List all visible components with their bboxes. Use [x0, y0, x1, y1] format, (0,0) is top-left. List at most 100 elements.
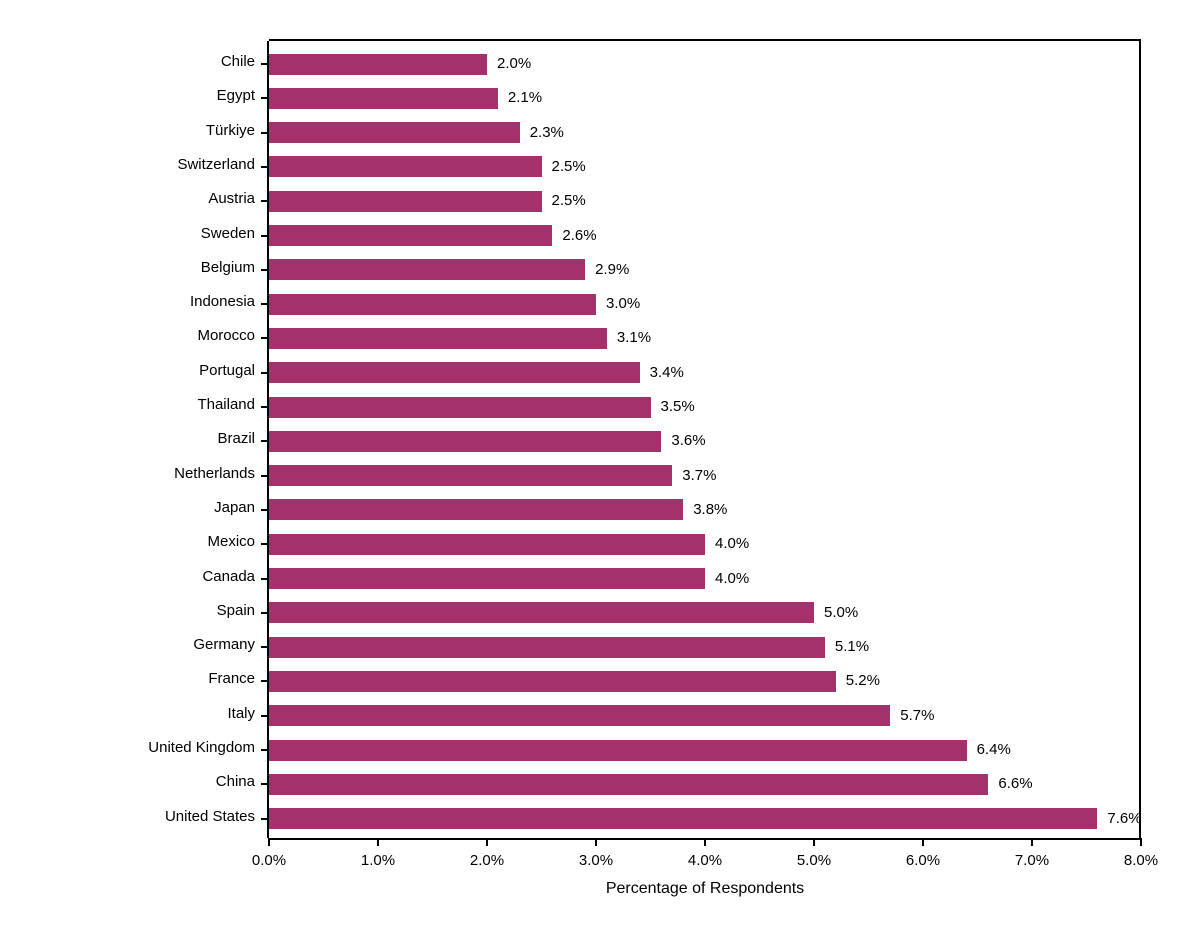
y-tick — [261, 63, 269, 65]
bar — [269, 705, 890, 726]
y-tick — [261, 578, 269, 580]
category-label: Indonesia — [190, 293, 255, 310]
bar — [269, 225, 552, 246]
category-label: Netherlands — [174, 465, 255, 482]
category-label: Chile — [221, 53, 255, 70]
y-tick — [261, 612, 269, 614]
category-label: Mexico — [207, 533, 255, 550]
chart-container: 2.0%2.1%2.3%2.5%2.5%2.6%2.9%3.0%3.1%3.4%… — [0, 0, 1191, 928]
category-label: Italy — [227, 705, 255, 722]
category-label: Türkiye — [206, 122, 255, 139]
bar — [269, 294, 596, 315]
y-tick — [261, 97, 269, 99]
x-tick — [1140, 838, 1142, 846]
bar — [269, 671, 836, 692]
x-tick-label: 7.0% — [1015, 852, 1049, 869]
category-label: France — [208, 670, 255, 687]
bar-value-label: 2.3% — [530, 124, 564, 141]
x-tick-label: 3.0% — [579, 852, 613, 869]
category-label: Switzerland — [177, 156, 255, 173]
bar-value-label: 5.1% — [835, 638, 869, 655]
bar-value-label: 7.6% — [1107, 810, 1141, 827]
bar — [269, 88, 498, 109]
x-tick-label: 0.0% — [252, 852, 286, 869]
x-tick — [377, 838, 379, 846]
bar — [269, 191, 542, 212]
category-label: Spain — [217, 602, 255, 619]
y-tick — [261, 269, 269, 271]
bar-value-label: 2.0% — [497, 55, 531, 72]
y-tick — [261, 337, 269, 339]
category-label: Egypt — [217, 87, 255, 104]
category-label: Brazil — [217, 430, 255, 447]
x-tick — [922, 838, 924, 846]
x-tick-label: 4.0% — [688, 852, 722, 869]
y-tick — [261, 543, 269, 545]
plot-area: 2.0%2.1%2.3%2.5%2.5%2.6%2.9%3.0%3.1%3.4%… — [269, 39, 1141, 840]
x-tick — [486, 838, 488, 846]
bar-value-label: 3.8% — [693, 501, 727, 518]
category-label: Germany — [193, 636, 255, 653]
bar — [269, 259, 585, 280]
x-tick — [268, 838, 270, 846]
bar — [269, 465, 672, 486]
x-tick — [813, 838, 815, 846]
x-tick-label: 1.0% — [361, 852, 395, 869]
x-tick — [1031, 838, 1033, 846]
bar-value-label: 3.6% — [671, 432, 705, 449]
y-tick — [261, 166, 269, 168]
category-label: Belgium — [201, 259, 255, 276]
bar — [269, 534, 705, 555]
y-tick — [261, 680, 269, 682]
bar-value-label: 3.5% — [661, 398, 695, 415]
y-tick — [261, 475, 269, 477]
bar — [269, 740, 967, 761]
category-label: Austria — [208, 190, 255, 207]
bar-value-label: 4.0% — [715, 570, 749, 587]
y-tick — [261, 646, 269, 648]
y-tick — [261, 509, 269, 511]
bar-value-label: 5.0% — [824, 604, 858, 621]
category-label: Japan — [214, 499, 255, 516]
category-label: Portugal — [199, 362, 255, 379]
bar-value-label: 2.9% — [595, 261, 629, 278]
bar-value-label: 6.6% — [998, 775, 1032, 792]
y-tick — [261, 440, 269, 442]
category-label: Canada — [202, 568, 255, 585]
bar — [269, 431, 661, 452]
x-tick-label: 2.0% — [470, 852, 504, 869]
bar-value-label: 3.1% — [617, 329, 651, 346]
category-label: China — [216, 773, 255, 790]
bar — [269, 568, 705, 589]
y-tick — [261, 200, 269, 202]
bar — [269, 774, 988, 795]
y-tick — [261, 235, 269, 237]
y-tick — [261, 303, 269, 305]
bar — [269, 637, 825, 658]
bar-value-label: 5.7% — [900, 707, 934, 724]
x-axis-title: Percentage of Respondents — [606, 880, 804, 898]
bar — [269, 156, 542, 177]
y-tick — [261, 132, 269, 134]
bar — [269, 54, 487, 75]
bar-value-label: 5.2% — [846, 672, 880, 689]
bar-value-label: 2.5% — [552, 158, 586, 175]
y-tick — [261, 783, 269, 785]
category-label: Thailand — [197, 396, 255, 413]
x-tick-label: 5.0% — [797, 852, 831, 869]
y-tick — [261, 372, 269, 374]
bar-value-label: 2.1% — [508, 89, 542, 106]
bar — [269, 328, 607, 349]
bar — [269, 499, 683, 520]
category-label: United States — [165, 808, 255, 825]
bar-value-label: 2.5% — [552, 192, 586, 209]
x-tick-label: 8.0% — [1124, 852, 1158, 869]
bar-value-label: 3.4% — [650, 364, 684, 381]
x-tick — [595, 838, 597, 846]
category-label: United Kingdom — [148, 739, 255, 756]
category-label: Sweden — [201, 225, 255, 242]
y-tick — [261, 749, 269, 751]
bar-value-label: 4.0% — [715, 535, 749, 552]
bar-value-label: 3.0% — [606, 295, 640, 312]
bar — [269, 122, 520, 143]
